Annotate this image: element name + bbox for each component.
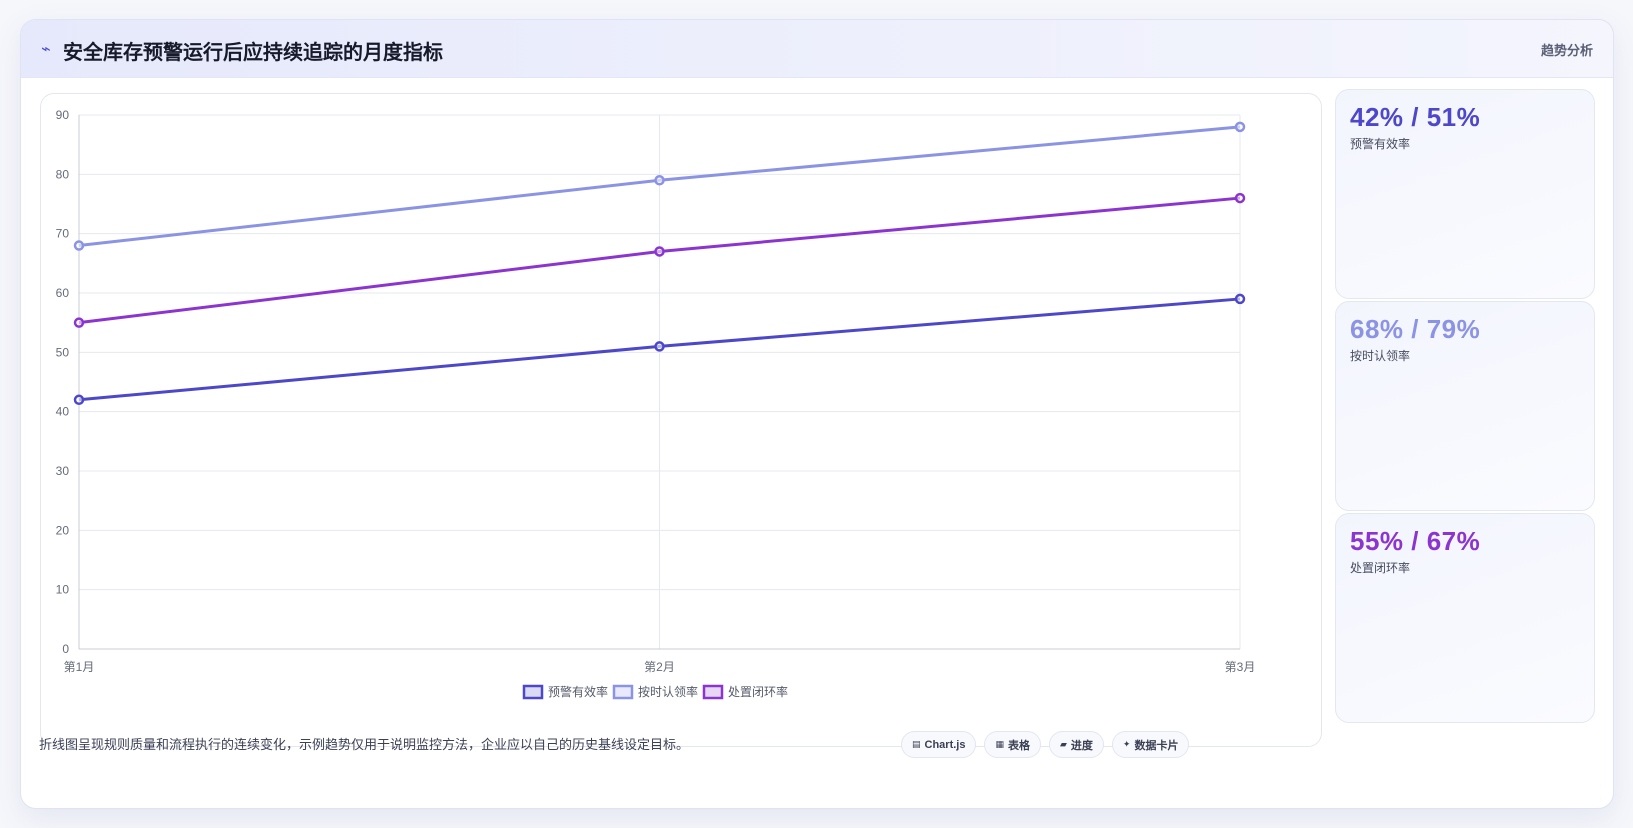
pulse-icon: ⌁ (41, 41, 51, 58)
chip-progress[interactable]: ▰ 进度 (1049, 731, 1104, 758)
y-tick-label: 0 (62, 642, 69, 656)
chip-label: 表格 (1008, 739, 1030, 752)
y-tick-label: 20 (56, 523, 70, 537)
data-point (73, 240, 85, 251)
page-title: 安全库存预警运行后应持续追踪的月度指标 (63, 42, 443, 64)
stat-value: 68% / 79% (1350, 314, 1481, 344)
chip-label: Chart.js (924, 738, 966, 751)
legend-label: 按时认领率 (638, 684, 698, 699)
y-tick-label: 80 (56, 167, 70, 181)
legend-swatch (702, 684, 724, 700)
legend-swatch (522, 684, 544, 700)
y-tick-label: 40 (56, 405, 70, 419)
data-point (73, 317, 85, 328)
chip-data-card[interactable]: ✦ 数据卡片 (1111, 731, 1190, 758)
tech-chips: ▤ Chart.js ▦ 表格 ▰ 进度 ✦ 数据卡片 (901, 731, 1190, 758)
chip-chartjs[interactable]: ▤ Chart.js (901, 731, 977, 758)
stat-value: 55% / 67% (1350, 526, 1481, 556)
legend-swatch (612, 684, 634, 700)
data-point (1234, 293, 1246, 305)
chip-label: 数据卡片 (1134, 739, 1179, 752)
dashboard-card: ⌁ 安全库存预警运行后应持续追踪的月度指标 趋势分析 0 10 20 30 40 50 60… (20, 19, 1614, 809)
stat-label: 处置闭环率 (1350, 561, 1411, 575)
stat-card-closure-rate: 55% / 67% 处置闭环率 (1335, 513, 1595, 723)
y-tick-label: 60 (56, 286, 70, 300)
y-tick-label: 30 (56, 464, 70, 478)
stat-label: 按时认领率 (1350, 349, 1411, 363)
data-point (73, 394, 85, 406)
table-icon: ▦ (995, 739, 1004, 749)
y-tick-label: 70 (56, 227, 70, 241)
progress-icon: ▰ (1060, 739, 1067, 749)
legend-label: 预警有效率 (548, 684, 608, 699)
stat-card-ontime-claim: 68% / 79% 按时认领率 (1335, 301, 1595, 511)
y-tick-label: 10 (56, 583, 70, 597)
section-tag: 趋势分析 (1540, 43, 1593, 58)
data-point (654, 175, 665, 186)
data-point (654, 246, 665, 257)
chip-table[interactable]: ▦ 表格 (984, 731, 1041, 758)
card-header: ⌁ 安全库存预警运行后应持续追踪的月度指标 趋势分析 (21, 20, 1613, 78)
chart-icon: ▤ (912, 739, 921, 749)
line-chart-panel: 0 10 20 30 40 50 60 70 80 90 第1月 第2月 第3月预警有效率 按时认领率 处置… (40, 93, 1322, 747)
y-tick-label: 50 (56, 345, 70, 359)
footer-note: 折线图呈现规则质量和流程执行的连续变化，示例趋势仅用于说明监控方法，企业应以自己… (39, 737, 690, 752)
data-point (1234, 192, 1246, 204)
stat-card-warning-effectiveness: 42% / 51% 预警有效率 (1335, 89, 1595, 299)
data-point (654, 341, 665, 352)
stat-value: 42% / 51% (1350, 102, 1481, 132)
sparkle-icon: ✦ (1122, 739, 1131, 749)
chip-label: 进度 (1070, 739, 1093, 752)
x-tick-label: 第1月 (64, 660, 95, 674)
y-tick-label: 90 (56, 108, 70, 122)
x-tick-label: 第3月 (1225, 660, 1256, 674)
stat-label: 预警有效率 (1350, 137, 1411, 151)
x-tick-label: 第2月 (644, 660, 675, 674)
legend-label: 处置闭环率 (728, 684, 788, 699)
data-point (1234, 121, 1246, 133)
